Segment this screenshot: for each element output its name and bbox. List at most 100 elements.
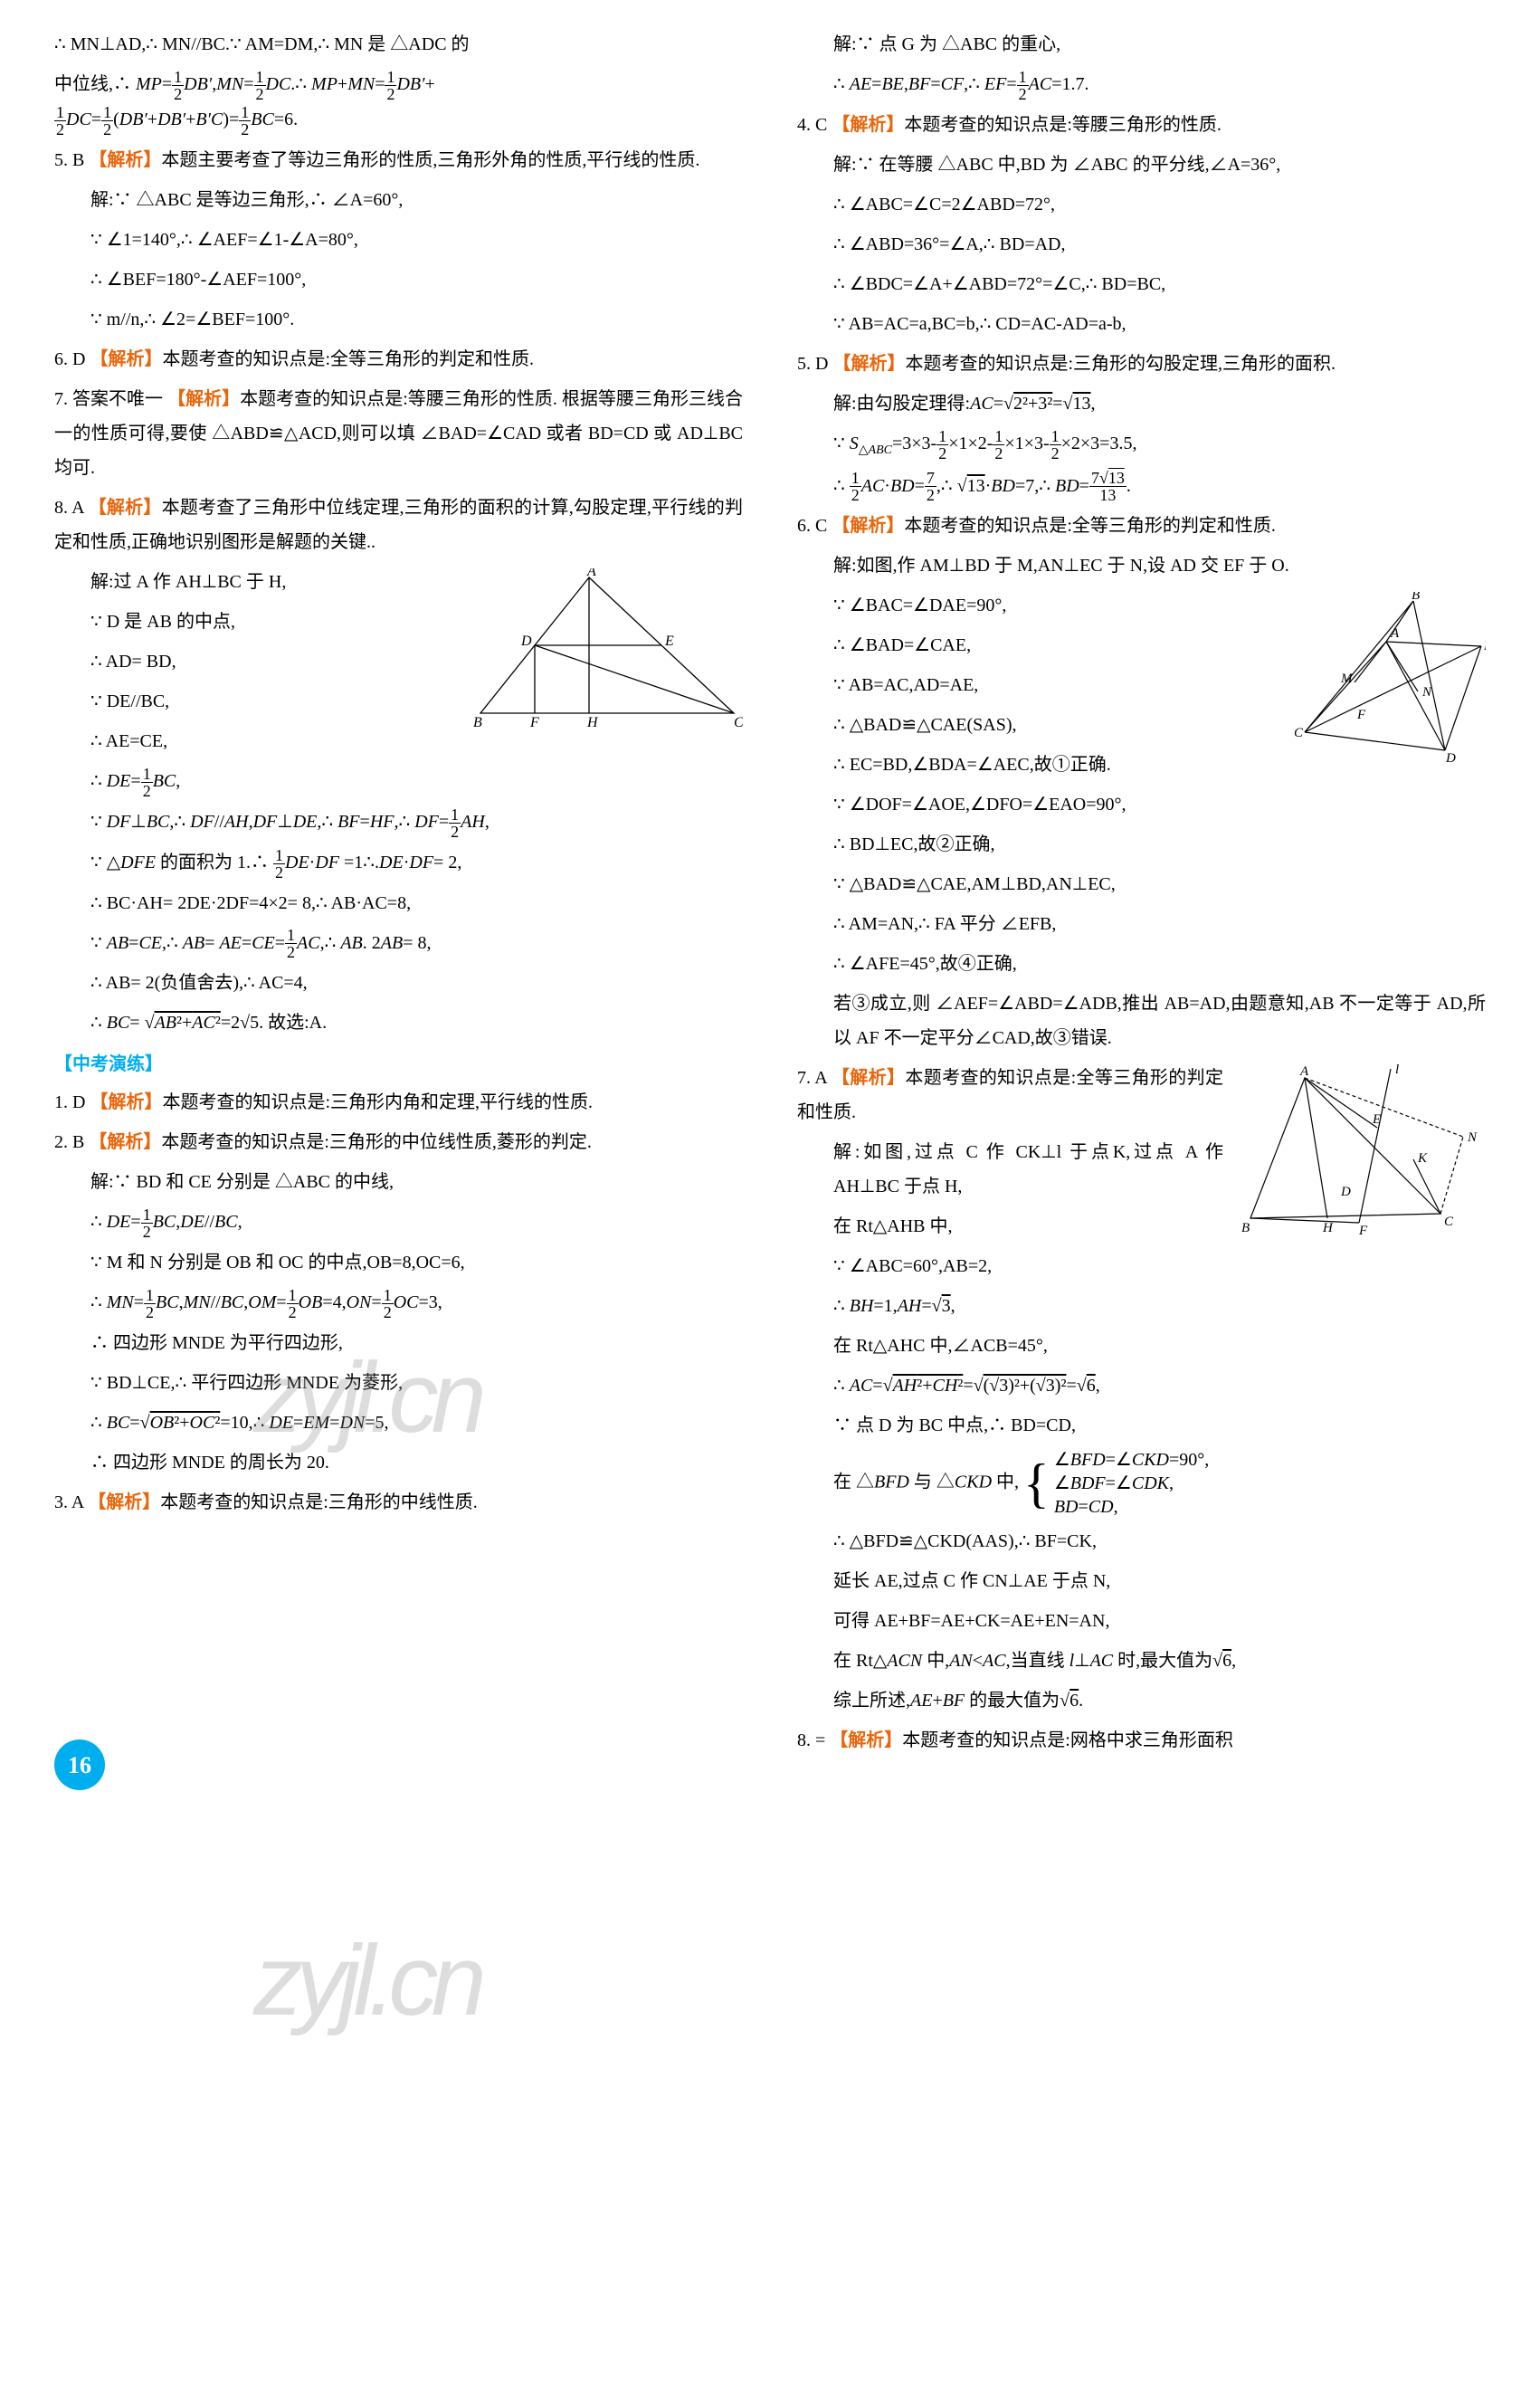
left-z2-num: 2. B [54, 1132, 89, 1152]
left-z2-g: ∵ BD⊥CE,∴ 平行四边形 MNDE 为菱形, [54, 1366, 743, 1400]
svg-text:D: D [520, 634, 532, 649]
right-q7-g: ∴ AC=√AH²+CH²=√(√3)²+(√3)²=√6, [797, 1368, 1486, 1403]
svg-text:F: F [529, 715, 539, 730]
left-z3: 3. A 【解析】本题考查的知识点是:三角形的中线性质. [54, 1485, 743, 1520]
left-p0b: 中位线,∴ MP=12DB′,MN=12DC.∴ MP+MN=12DB′+12D… [54, 67, 743, 138]
right-q4-f: ∵ AB=AC=a,BC=b,∴ CD=AC-AD=a-b, [797, 307, 1486, 341]
left-q5: 5. B 【解析】本题主要考查了等边三角形的性质,三角形外角的性质,平行线的性质… [54, 143, 743, 177]
svg-text:E: E [1372, 1112, 1381, 1127]
right-p0a: 解:∵ 点 G 为 △ABC 的重心, [797, 27, 1486, 62]
right-q7-e: ∴ BH=1,AH=√3, [797, 1289, 1486, 1323]
svg-text:D: D [1340, 1185, 1351, 1199]
right-q4: 4. C 【解析】本题考查的知识点是:等腰三角形的性质. [797, 108, 1486, 142]
svg-text:E: E [1483, 639, 1486, 653]
left-q8-i: ∵ △DFE 的面积为 1.∴ 12DE·DF =1∴.DE·DF= 2, [54, 845, 743, 881]
left-q5-hint: 【解析】 [89, 150, 161, 170]
left-q5-c: ∵ ∠1=140°,∴ ∠AEF=∠1-∠A=80°, [54, 223, 743, 257]
right-q7-m: 在 Rt△ACN 中,AN<AC,当直线 l⊥AC 时,最大值为√6, [797, 1644, 1486, 1678]
left-q5-d: ∴ ∠BEF=180°-∠AEF=100°, [54, 262, 743, 297]
left-q5-b: 解:∵ △ABC 是等边三角形,∴ ∠A=60°, [54, 183, 743, 217]
right-q8-num: 8. = [797, 1730, 830, 1750]
left-z2-hint: 【解析】 [89, 1132, 161, 1152]
left-p0a: ∴ MN⊥AD,∴ MN//BC.∵ AM=DM,∴ MN 是 △ADC 的 [54, 27, 743, 62]
left-z2-h: ∴ BC=√OB²+OC²=10,∴ DE=EM=DN=5, [54, 1406, 743, 1440]
right-q6: 6. C 【解析】本题考查的知识点是:全等三角形的判定和性质. [797, 509, 1486, 543]
svg-text:C: C [1444, 1215, 1454, 1229]
right-q6-b: 解:如图,作 AM⊥BD 于 M,AN⊥EC 于 N,设 AD 交 EF 于 O… [797, 548, 1486, 583]
left-q7-num: 7. 答案不唯一 [54, 389, 167, 409]
svg-text:F: F [1356, 708, 1366, 722]
watermark-2: zyjl.cn [253, 1886, 480, 2075]
left-q8-l: ∴ AB= 2(负值舍去),∴ AC=4, [54, 966, 743, 1000]
right-q4-hint: 【解析】 [832, 115, 904, 135]
right-q6-k: ∴ AM=AN,∴ FA 平分 ∠EFB, [797, 907, 1486, 941]
svg-text:B: B [473, 715, 482, 730]
svg-text:K: K [1417, 1151, 1428, 1166]
right-q4-d: ∴ ∠ABD=36°=∠A,∴ BD=AD, [797, 227, 1486, 262]
svg-text:N: N [1421, 685, 1432, 700]
left-q8-num: 8. A [54, 498, 89, 518]
left-q8-j: ∴ BC·AH= 2DE·2DF=4×2= 8,∴ AB·AC=8, [54, 886, 743, 920]
page-number-badge: 16 [54, 1740, 105, 1790]
left-q8-g: ∴ DE=12BC, [54, 764, 743, 799]
left-z2-e: ∴ MN=12BC,MN//BC,OM=12OB=4,ON=12OC=3, [54, 1285, 743, 1320]
left-z2-d: ∵ M 和 N 分别是 OB 和 OC 的中点,OB=8,OC=6, [54, 1245, 743, 1280]
right-q7-h: ∵ 点 D 为 BC 中点,∴ BD=CD, [797, 1408, 1486, 1443]
left-q6-a: 本题考查的知识点是:全等三角形的判定和性质. [162, 349, 534, 369]
right-q6-i: ∴ BD⊥EC,故②正确, [797, 827, 1486, 862]
svg-text:B: B [1412, 592, 1420, 603]
l-diagram: Al EN KD BH FC [1232, 1064, 1486, 1236]
right-q7-d: ∵ ∠ABC=60°,AB=2, [797, 1249, 1486, 1283]
right-q4-num: 4. C [797, 115, 832, 135]
left-q5-a: 本题主要考查了等边三角形的性质,三角形外角的性质,平行线的性质. [161, 150, 699, 170]
svg-text:H: H [1322, 1221, 1334, 1235]
left-z3-hint: 【解析】 [88, 1492, 160, 1512]
section-title: 【中考演练】 [54, 1047, 743, 1082]
svg-text:H: H [586, 715, 599, 730]
right-q7-hint: 【解析】 [832, 1068, 905, 1088]
left-z2-b: 解:∵ BD 和 CE 分别是 △ABC 的中线, [54, 1165, 743, 1199]
right-q7-num: 7. A [797, 1068, 832, 1088]
right-q7-j: ∴ △BFD≌△CKD(AAS),∴ BF=CK, [797, 1524, 1486, 1558]
triangle-diagram: A B C D E F H [471, 568, 743, 731]
svg-text:A: A [586, 568, 596, 579]
right-q7-k: 延长 AE,过点 C 作 CN⊥AE 于点 N, [797, 1564, 1486, 1598]
right-q6-a: 本题考查的知识点是:全等三角形的判定和性质. [904, 516, 1276, 536]
left-z1-hint: 【解析】 [90, 1092, 162, 1112]
left-z3-num: 3. A [54, 1492, 88, 1512]
left-q6: 6. D 【解析】本题考查的知识点是:全等三角形的判定和性质. [54, 342, 743, 377]
star-diagram: BAE MNF CD [1250, 592, 1486, 773]
right-q5-a: 本题考查的知识点是:三角形的勾股定理,三角形的面积. [905, 354, 1336, 374]
left-z3-a: 本题考查的知识点是:三角形的中线性质. [160, 1492, 478, 1512]
right-q4-b: 解:∵ 在等腰 △ABC 中,BD 为 ∠ABC 的平分线,∠A=36°, [797, 148, 1486, 182]
left-column: ∴ MN⊥AD,∴ MN//BC.∵ AM=DM,∴ MN 是 △ADC 的 中… [54, 27, 743, 1763]
left-q7: 7. 答案不唯一 【解析】本题考查的知识点是:等腰三角形的性质. 根据等腰三角形… [54, 382, 743, 485]
right-q5-b: 解:由勾股定理得:AC=√2²+3²=√13, [797, 386, 1486, 421]
right-q6-h: ∵ ∠DOF=∠AOE,∠DFO=∠EAO=90°, [797, 787, 1486, 822]
svg-text:E: E [664, 634, 674, 649]
svg-text:D: D [1445, 751, 1456, 766]
right-p0b: ∴ AE=BE,BF=CF,∴ EF=12AC=1.7. [797, 67, 1486, 102]
two-column-layout: ∴ MN⊥AD,∴ MN//BC.∵ AM=DM,∴ MN 是 △ADC 的 中… [54, 27, 1486, 1763]
svg-text:A: A [1390, 626, 1400, 641]
left-z2-c: ∴ DE=12BC,DE//BC, [54, 1205, 743, 1240]
right-q6-m: 若③成立,则 ∠AEF=∠ABD=∠ADB,推出 AB=AD,由题意知,AB 不… [797, 987, 1486, 1055]
left-z1: 1. D 【解析】本题考查的知识点是:三角形内角和定理,平行线的性质. [54, 1085, 743, 1120]
svg-text:C: C [1294, 726, 1304, 740]
left-z1-a: 本题考查的知识点是:三角形内角和定理,平行线的性质. [162, 1092, 593, 1112]
left-z2-f: ∴ 四边形 MNDE 为平行四边形, [54, 1326, 743, 1360]
svg-text:C: C [734, 715, 743, 730]
svg-text:A: A [1299, 1064, 1309, 1079]
right-q4-a: 本题考查的知识点是:等腰三角形的性质. [904, 115, 1222, 135]
right-q6-l: ∴ ∠AFE=45°,故④正确, [797, 947, 1486, 981]
right-q6-j: ∵ △BAD≌△CAE,AM⊥BD,AN⊥EC, [797, 867, 1486, 901]
right-q7-i: 在 △BFD 与 △CKD 中, { ∠BFD=∠CKD=90°,∠BDF=∠C… [797, 1448, 1486, 1519]
right-column: 解:∵ 点 G 为 △ABC 的重心, ∴ AE=BE,BF=CF,∴ EF=1… [797, 27, 1486, 1763]
right-q8: 8. = 【解析】本题考查的知识点是:网格中求三角形面积 [797, 1723, 1486, 1758]
right-q6-hint: 【解析】 [832, 516, 904, 536]
left-z2-a: 本题考查的知识点是:三角形的中位线性质,菱形的判定. [161, 1132, 592, 1152]
right-q7-l: 可得 AE+BF=AE+CK=AE+EN=AN, [797, 1604, 1486, 1638]
left-q7-hint: 【解析】 [167, 389, 240, 409]
svg-text:B: B [1241, 1221, 1250, 1235]
svg-text:F: F [1358, 1224, 1368, 1236]
